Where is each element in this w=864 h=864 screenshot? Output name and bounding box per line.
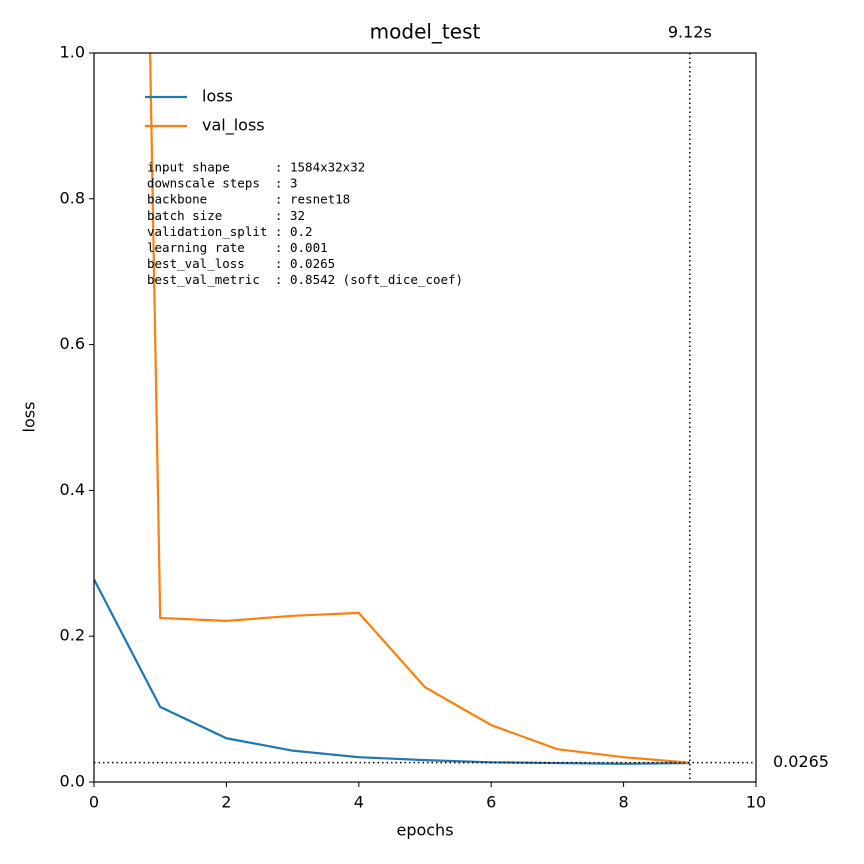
x-tick-label: 10 [746, 793, 766, 812]
x-tick-label: 4 [354, 793, 364, 812]
x-tick-label: 8 [619, 793, 629, 812]
data-line [148, 53, 690, 764]
x-tick-label: 0 [89, 793, 99, 812]
y-tick-label: 0.4 [60, 480, 85, 499]
chart-title: model_test [370, 20, 481, 44]
legend-label: val_loss [202, 116, 265, 136]
x-tick-label: 6 [486, 793, 496, 812]
axes-frame [93, 52, 757, 783]
vline-label: 9.12s [668, 23, 712, 42]
x-tick-label: 2 [221, 793, 231, 812]
info-line: validation_split : 0.2 [147, 224, 313, 239]
info-line: best_val_metric : 0.8542 (soft_dice_coef… [147, 272, 463, 287]
y-tick-label: 0.0 [60, 772, 85, 791]
y-tick-label: 0.6 [60, 334, 85, 353]
info-line: backbone : resnet18 [147, 192, 350, 207]
info-line: learning rate : 0.001 [147, 240, 328, 255]
y-tick-label: 0.8 [60, 188, 85, 207]
y-tick-label: 0.2 [60, 626, 85, 645]
x-axis-label: epochs [396, 821, 453, 840]
info-line: downscale steps : 3 [147, 176, 298, 191]
hline-label: 0.0265 [773, 752, 829, 771]
info-line: batch size : 32 [147, 208, 305, 223]
y-tick-label: 1.0 [60, 43, 85, 62]
legend-label: loss [202, 87, 233, 106]
info-line: input shape : 1584x32x32 [147, 160, 365, 175]
y-axis-label: loss [20, 402, 39, 433]
info-line: best_val_loss : 0.0265 [147, 256, 335, 271]
